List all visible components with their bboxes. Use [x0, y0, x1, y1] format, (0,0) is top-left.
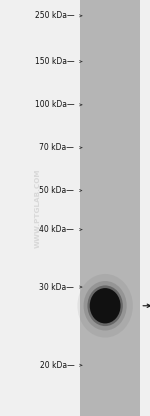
Text: WWW.PTGLAB.COM: WWW.PTGLAB.COM — [34, 168, 40, 248]
Text: 100 kDa—: 100 kDa— — [35, 100, 74, 109]
Text: 20 kDa—: 20 kDa— — [39, 361, 74, 370]
Text: 70 kDa—: 70 kDa— — [39, 143, 74, 152]
Text: 250 kDa—: 250 kDa— — [35, 11, 74, 20]
Text: 40 kDa—: 40 kDa— — [39, 225, 74, 234]
Bar — [80, 0, 140, 416]
Ellipse shape — [87, 285, 123, 326]
Text: 30 kDa—: 30 kDa— — [39, 282, 74, 292]
Ellipse shape — [84, 281, 127, 330]
Text: 150 kDa—: 150 kDa— — [35, 57, 74, 66]
Ellipse shape — [90, 288, 121, 324]
Text: 50 kDa—: 50 kDa— — [39, 186, 74, 195]
Ellipse shape — [77, 274, 133, 338]
